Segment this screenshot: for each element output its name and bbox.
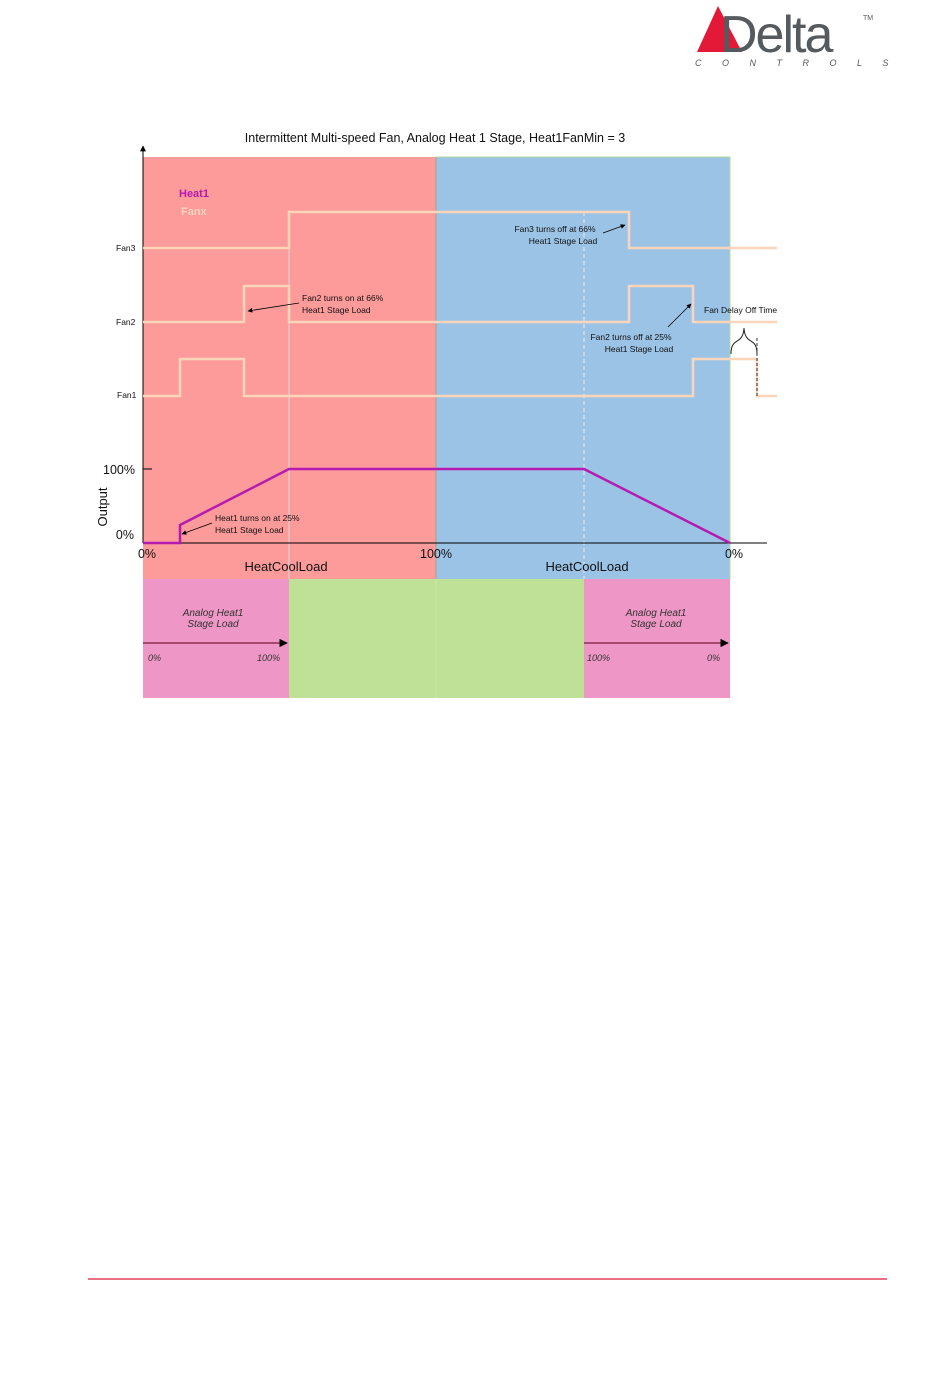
heat1-output-line <box>143 467 731 545</box>
fan1-signal <box>143 357 777 398</box>
fan1-label: Fan1 <box>117 390 137 400</box>
annotation-heat1-on: Heat1 turns on at 25% Heat1 Stage Load <box>181 513 300 535</box>
stage-load-right-start: 100% <box>587 653 610 663</box>
load-axis-label-right: HeatCoolLoad <box>545 559 628 574</box>
logo-tm: TM <box>863 15 873 22</box>
annotation-fan-delay-off: Fan Delay Off Time <box>704 305 777 315</box>
annotation-fan3-off-line2: Heat1 Stage Load <box>529 236 598 246</box>
output-axis-label: Output <box>95 487 110 526</box>
annotation-fan2-on-arrow <box>247 302 300 313</box>
stage-load-right-line1: Analog Heat1 <box>625 608 687 619</box>
fan3-label: Fan3 <box>116 243 136 253</box>
fan2-label: Fan2 <box>116 317 136 327</box>
load-axis-label-left: HeatCoolLoad <box>244 559 327 574</box>
annotation-heat1-on-arrow <box>181 522 213 535</box>
stage-load-left-line2: Stage Load <box>187 619 239 630</box>
stage-load-right-region <box>584 579 730 698</box>
annotation-heat1-on-line2: Heat1 Stage Load <box>215 525 284 535</box>
delta-controls-logo: Delta TM C O N T R O L S <box>695 6 897 68</box>
stage-load-left-region <box>143 579 289 698</box>
logo-text: Delta <box>720 6 833 64</box>
annotation-fan2-off-line2: Heat1 Stage Load <box>605 344 674 354</box>
stage-load-left-line1: Analog Heat1 <box>182 608 244 619</box>
legend-heat1: Heat1 <box>179 188 209 200</box>
load-tick-middle: 100% <box>420 547 452 561</box>
annotation-heat1-on-line1: Heat1 turns on at 25% <box>215 513 300 523</box>
annotation-fan3-off-line1: Fan3 turns off at 66% <box>514 224 596 234</box>
annotation-fan2-on: Fan2 turns on at 66% Heat1 Stage Load <box>247 293 384 315</box>
diagram-title: Intermittent Multi-speed Fan, Analog Hea… <box>245 131 625 145</box>
output-tick-min: 0% <box>116 528 134 542</box>
load-tick-right: 0% <box>725 547 743 561</box>
output-tick-max: 100% <box>103 463 135 477</box>
annotation-fan2-on-line1: Fan2 turns on at 66% <box>302 293 384 303</box>
legend-fanx: Fanx <box>181 206 208 218</box>
annotation-fan2-off: Fan2 turns off at 25% Heat1 Stage Load <box>590 303 692 354</box>
cooling-region <box>436 157 730 579</box>
fan3-signal <box>143 210 777 250</box>
stage-load-right: Analog Heat1 Stage Load 100% 0% <box>584 608 729 663</box>
annotation-fan2-off-arrow <box>667 303 692 328</box>
annotation-fan2-off-line1: Fan2 turns off at 25% <box>590 332 672 342</box>
fan2-signal <box>143 284 777 324</box>
stage-load-left: Analog Heat1 Stage Load 0% 100% <box>143 608 288 663</box>
logo-triangle-icon <box>697 6 742 52</box>
logo-subtitle: C O N T R O L S <box>695 58 897 68</box>
annotation-fan2-on-line2: Heat1 Stage Load <box>302 305 371 315</box>
annotation-fan3-off-arrow <box>602 224 626 234</box>
stage-load-right-line2: Stage Load <box>630 619 682 630</box>
load-tick-left: 0% <box>138 547 156 561</box>
stage-load-right-end: 0% <box>707 653 720 663</box>
fan-delay-brace-icon <box>730 327 758 355</box>
stage-load-left-start: 0% <box>148 653 161 663</box>
stage-load-left-end: 100% <box>257 653 280 663</box>
annotation-fan3-off: Fan3 turns off at 66% Heat1 Stage Load <box>514 224 626 246</box>
